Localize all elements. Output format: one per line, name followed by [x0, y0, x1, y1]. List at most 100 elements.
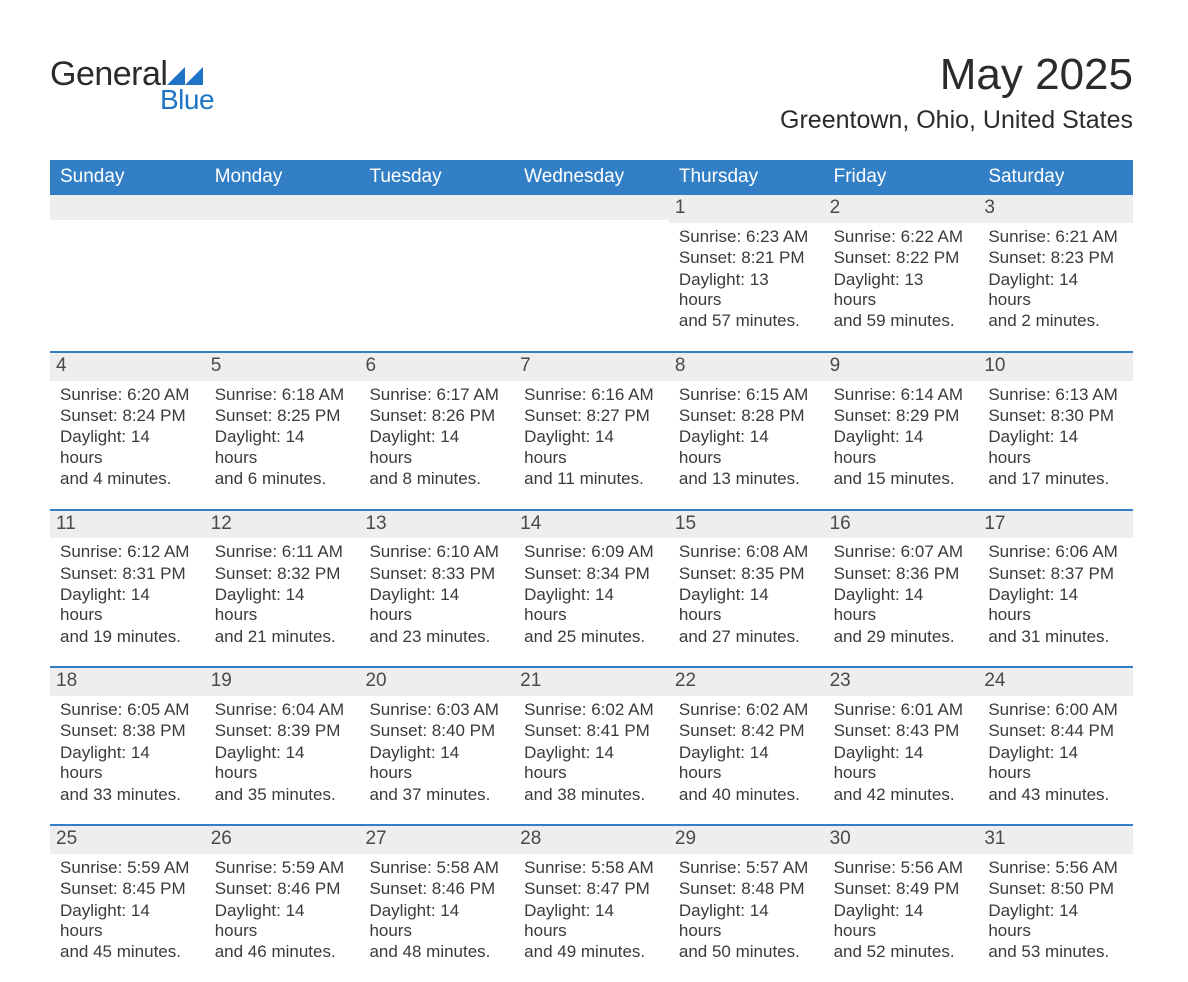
day-body: Sunrise: 6:07 AMSunset: 8:36 PMDaylight:… — [828, 542, 975, 647]
calendar-week-row: 1Sunrise: 6:23 AMSunset: 8:21 PMDaylight… — [50, 195, 1133, 351]
logo-triangle-icon — [185, 67, 203, 85]
header-day-wednesday: Wednesday — [514, 160, 669, 195]
daylight-line-1: Daylight: 14 hours — [834, 585, 969, 626]
sunset-line: Sunset: 8:34 PM — [524, 564, 659, 584]
day-number: 18 — [50, 668, 205, 696]
sunset-line: Sunset: 8:27 PM — [524, 406, 659, 426]
empty-day-header — [205, 195, 360, 220]
sunrise-line: Sunrise: 6:04 AM — [215, 700, 350, 720]
calendar-day-cell: 21Sunrise: 6:02 AMSunset: 8:41 PMDayligh… — [514, 668, 669, 824]
sunset-line: Sunset: 8:36 PM — [834, 564, 969, 584]
calendar-day-cell: 18 Sunrise: 6:05 AMSunset: 8:38 PMDayligh… — [50, 668, 205, 824]
day-number: 15 — [669, 511, 824, 539]
day-body: Sunrise: 6:05 AMSunset: 8:38 PMDaylight:… — [54, 700, 201, 805]
daylight-line-2: and 37 minutes. — [369, 785, 504, 805]
daylight-line-2: and 2 minutes. — [988, 311, 1123, 331]
header-day-tuesday: Tuesday — [359, 160, 514, 195]
sunrise-line: Sunrise: 6:20 AM — [60, 385, 195, 405]
sunset-line: Sunset: 8:45 PM — [60, 879, 195, 899]
daylight-line-1: Daylight: 14 hours — [215, 901, 350, 942]
sunset-line: Sunset: 8:21 PM — [679, 248, 814, 268]
day-body: Sunrise: 5:58 AMSunset: 8:47 PMDaylight:… — [518, 858, 665, 963]
day-body: Sunrise: 6:03 AMSunset: 8:40 PMDaylight:… — [363, 700, 510, 805]
daylight-line-1: Daylight: 14 hours — [369, 743, 504, 784]
brand-word-blue: Blue — [160, 84, 214, 116]
day-number: 21 — [514, 668, 669, 696]
daylight-line-1: Daylight: 14 hours — [60, 901, 195, 942]
day-body: Sunrise: 5:59 AMSunset: 8:46 PMDaylight:… — [209, 858, 356, 963]
sunset-line: Sunset: 8:32 PM — [215, 564, 350, 584]
day-body: Sunrise: 6:17 AMSunset: 8:26 PMDaylight:… — [363, 385, 510, 490]
daylight-line-2: and 11 minutes. — [524, 469, 659, 489]
day-body: Sunrise: 6:21 AMSunset: 8:23 PMDaylight:… — [982, 227, 1129, 332]
sunset-line: Sunset: 8:47 PM — [524, 879, 659, 899]
daylight-line-2: and 17 minutes. — [988, 469, 1123, 489]
daylight-line-1: Daylight: 14 hours — [988, 585, 1123, 626]
day-body: Sunrise: 6:13 AMSunset: 8:30 PMDaylight:… — [982, 385, 1129, 490]
daylight-line-1: Daylight: 14 hours — [524, 901, 659, 942]
calendar-day-cell: 7Sunrise: 6:16 AMSunset: 8:27 PMDaylight… — [514, 353, 669, 509]
daylight-line-2: and 35 minutes. — [215, 785, 350, 805]
calendar-day-cell: 2Sunrise: 6:22 AMSunset: 8:22 PMDaylight… — [824, 195, 979, 351]
daylight-line-1: Daylight: 14 hours — [988, 743, 1123, 784]
empty-day-header — [50, 195, 205, 220]
header-day-thursday: Thursday — [669, 160, 824, 195]
daylight-line-1: Daylight: 14 hours — [369, 427, 504, 468]
sunset-line: Sunset: 8:41 PM — [524, 721, 659, 741]
day-number: 25 — [50, 826, 205, 854]
day-number: 29 — [669, 826, 824, 854]
day-body: Sunrise: 6:12 AMSunset: 8:31 PMDaylight:… — [54, 542, 201, 647]
calendar-day-cell: 25Sunrise: 5:59 AMSunset: 8:45 PMDayligh… — [50, 826, 205, 982]
calendar-day-cell: 28Sunrise: 5:58 AMSunset: 8:47 PMDayligh… — [514, 826, 669, 982]
daylight-line-2: and 21 minutes. — [215, 627, 350, 647]
header-day-monday: Monday — [205, 160, 360, 195]
day-number: 17 — [978, 511, 1133, 539]
sunset-line: Sunset: 8:24 PM — [60, 406, 195, 426]
calendar-header-row: Sunday Monday Tuesday Wednesday Thursday… — [50, 160, 1133, 195]
sunrise-line: Sunrise: 6:05 AM — [60, 700, 195, 720]
sunrise-line: Sunrise: 5:56 AM — [988, 858, 1123, 878]
daylight-line-2: and 8 minutes. — [369, 469, 504, 489]
day-body: Sunrise: 6:14 AMSunset: 8:29 PMDaylight:… — [828, 385, 975, 490]
calendar-day-cell: 20Sunrise: 6:03 AMSunset: 8:40 PMDayligh… — [359, 668, 514, 824]
day-body: Sunrise: 5:56 AMSunset: 8:49 PMDaylight:… — [828, 858, 975, 963]
daylight-line-2: and 19 minutes. — [60, 627, 195, 647]
calendar-day-cell: 5Sunrise: 6:18 AMSunset: 8:25 PMDaylight… — [205, 353, 360, 509]
empty-day-header — [514, 195, 669, 220]
day-number: 10 — [978, 353, 1133, 381]
header-day-friday: Friday — [824, 160, 979, 195]
calendar-day-cell: 12Sunrise: 6:11 AMSunset: 8:32 PMDayligh… — [205, 511, 360, 667]
calendar-day-cell — [205, 195, 360, 351]
sunrise-line: Sunrise: 6:09 AM — [524, 542, 659, 562]
sunrise-line: Sunrise: 6:03 AM — [369, 700, 504, 720]
day-body: Sunrise: 6:02 AMSunset: 8:42 PMDaylight:… — [673, 700, 820, 805]
day-number: 5 — [205, 353, 360, 381]
daylight-line-2: and 31 minutes. — [988, 627, 1123, 647]
sunset-line: Sunset: 8:30 PM — [988, 406, 1123, 426]
calendar-week-row: 4Sunrise: 6:20 AMSunset: 8:24 PMDaylight… — [50, 351, 1133, 509]
daylight-line-1: Daylight: 14 hours — [834, 427, 969, 468]
daylight-line-1: Daylight: 14 hours — [679, 901, 814, 942]
daylight-line-2: and 53 minutes. — [988, 942, 1123, 962]
sunrise-line: Sunrise: 5:56 AM — [834, 858, 969, 878]
day-body: Sunrise: 6:08 AMSunset: 8:35 PMDaylight:… — [673, 542, 820, 647]
daylight-line-2: and 29 minutes. — [834, 627, 969, 647]
daylight-line-2: and 13 minutes. — [679, 469, 814, 489]
empty-day-header — [359, 195, 514, 220]
calendar-week-row: 25Sunrise: 5:59 AMSunset: 8:45 PMDayligh… — [50, 824, 1133, 982]
calendar-day-cell: 14Sunrise: 6:09 AMSunset: 8:34 PMDayligh… — [514, 511, 669, 667]
day-number: 30 — [824, 826, 979, 854]
day-number: 24 — [978, 668, 1133, 696]
day-number: 13 — [359, 511, 514, 539]
daylight-line-2: and 38 minutes. — [524, 785, 659, 805]
daylight-line-1: Daylight: 14 hours — [679, 585, 814, 626]
brand-word-general: General — [50, 55, 167, 94]
day-body: Sunrise: 6:16 AMSunset: 8:27 PMDaylight:… — [518, 385, 665, 490]
daylight-line-1: Daylight: 14 hours — [834, 743, 969, 784]
sunset-line: Sunset: 8:44 PM — [988, 721, 1123, 741]
day-body: Sunrise: 6:15 AMSunset: 8:28 PMDaylight:… — [673, 385, 820, 490]
calendar-day-cell: 1Sunrise: 6:23 AMSunset: 8:21 PMDaylight… — [669, 195, 824, 351]
calendar-day-cell: 26Sunrise: 5:59 AMSunset: 8:46 PMDayligh… — [205, 826, 360, 982]
sunrise-line: Sunrise: 6:13 AM — [988, 385, 1123, 405]
day-number: 6 — [359, 353, 514, 381]
